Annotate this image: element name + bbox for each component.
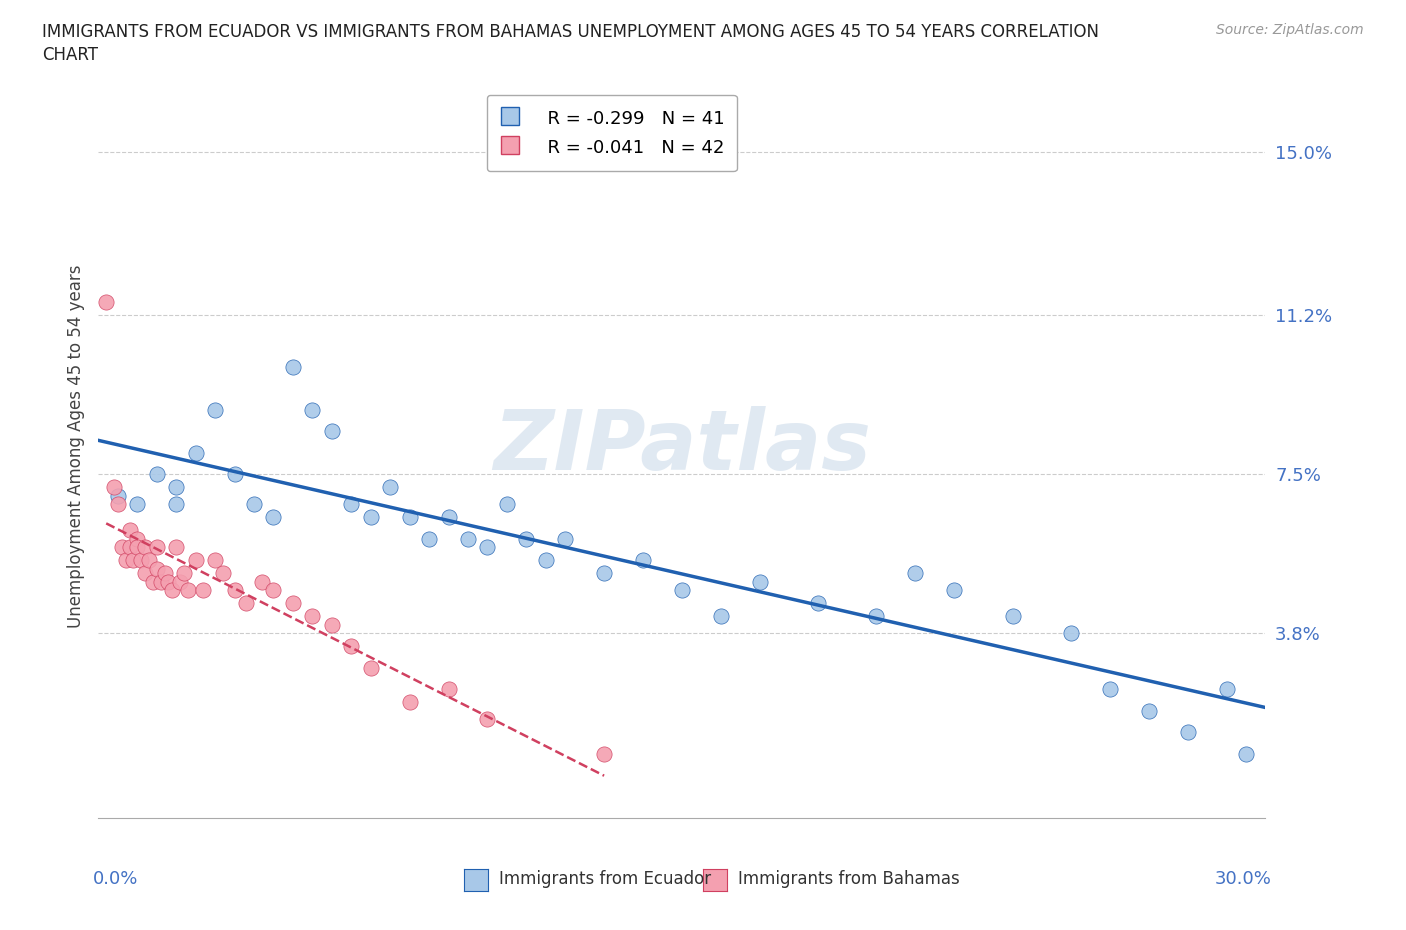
Point (250, 575, 273, 590)
Point (865, 609, 887, 624)
Text: 0.0%: 0.0% (93, 870, 138, 888)
Y-axis label: Unemployment Among Ages 45 to 54 years: Unemployment Among Ages 45 to 54 years (66, 265, 84, 628)
Point (340, 497, 363, 512)
Point (360, 660, 382, 675)
Point (671, 583, 693, 598)
Point (165, 497, 187, 512)
Point (340, 639, 363, 654)
Point (165, 480, 187, 495)
Point (515, 531, 537, 546)
Point (184, 445, 207, 460)
Point (360, 510, 382, 525)
Point (204, 403, 226, 418)
Point (301, 609, 323, 624)
Point (107, 497, 129, 512)
Point (437, 510, 460, 525)
Point (111, 540, 134, 555)
Point (149, 575, 172, 590)
Point (127, 497, 149, 512)
Point (262, 583, 284, 598)
Point (118, 523, 141, 538)
Point (1215, 682, 1237, 697)
Point (457, 531, 479, 546)
Point (103, 480, 125, 495)
Point (593, 747, 616, 762)
Point (748, 575, 770, 590)
Text: 30.0%: 30.0% (1215, 870, 1271, 888)
Point (243, 497, 266, 512)
Point (212, 565, 235, 580)
Point (204, 553, 226, 568)
Text: Immigrants from Bahamas: Immigrants from Bahamas (738, 870, 960, 888)
Legend:   R = -0.299   N = 41,   R = -0.041   N = 42: R = -0.299 N = 41, R = -0.041 N = 42 (486, 95, 737, 171)
Point (807, 596, 830, 611)
Point (1001, 609, 1024, 624)
Point (281, 359, 304, 374)
Point (224, 467, 246, 482)
Point (177, 583, 200, 598)
Point (943, 583, 966, 598)
Point (554, 531, 576, 546)
Point (96, 295, 118, 310)
Point (146, 467, 169, 482)
Point (301, 403, 323, 418)
Point (593, 565, 616, 580)
Point (281, 596, 304, 611)
Point (142, 575, 165, 590)
Text: CHART: CHART (42, 46, 98, 64)
Point (118, 540, 141, 555)
Point (162, 583, 184, 598)
Point (398, 510, 420, 525)
Point (146, 562, 169, 577)
Point (193, 583, 215, 598)
Point (321, 424, 343, 439)
Point (418, 531, 440, 546)
Point (169, 575, 191, 590)
Point (114, 553, 136, 568)
Point (710, 609, 733, 624)
Text: Immigrants from Ecuador: Immigrants from Ecuador (499, 870, 711, 888)
Point (138, 553, 160, 568)
Point (235, 596, 257, 611)
Point (1098, 682, 1121, 697)
Point (534, 553, 557, 568)
Point (904, 565, 927, 580)
Text: IMMIGRANTS FROM ECUADOR VS IMMIGRANTS FROM BAHAMAS UNEMPLOYMENT AMONG AGES 45 TO: IMMIGRANTS FROM ECUADOR VS IMMIGRANTS FR… (42, 23, 1099, 41)
Point (107, 488, 129, 503)
Point (184, 553, 207, 568)
Point (477, 712, 499, 727)
Point (173, 565, 195, 580)
Point (134, 540, 156, 555)
Point (122, 553, 145, 568)
Point (1234, 747, 1257, 762)
Text: ZIPatlas: ZIPatlas (494, 405, 870, 487)
Point (127, 531, 149, 546)
Point (262, 510, 284, 525)
Point (134, 565, 156, 580)
Point (157, 575, 180, 590)
Point (1137, 703, 1160, 718)
Point (477, 540, 499, 555)
Point (398, 695, 420, 710)
Point (1177, 725, 1199, 740)
Point (321, 618, 343, 632)
Point (153, 565, 176, 580)
Point (437, 682, 460, 697)
Text: Source: ZipAtlas.com: Source: ZipAtlas.com (1216, 23, 1364, 37)
Point (127, 540, 149, 555)
Point (165, 540, 187, 555)
Point (1060, 626, 1083, 641)
Point (224, 583, 246, 598)
Point (146, 540, 169, 555)
Point (380, 480, 402, 495)
Point (496, 497, 519, 512)
Point (631, 553, 654, 568)
Point (129, 553, 152, 568)
